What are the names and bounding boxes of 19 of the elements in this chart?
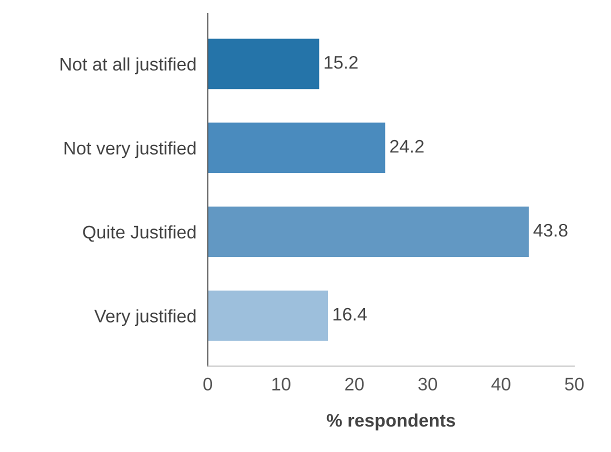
bar (208, 38, 320, 90)
x-tick-label: 20 (345, 378, 364, 390)
x-tick-label: 0 (203, 378, 212, 390)
x-tick-label: 50 (565, 378, 584, 390)
x-tick-label: 10 (272, 378, 290, 390)
y-tick-label: Quite Justified (83, 225, 196, 242)
data-label: 15.2 (324, 56, 358, 69)
data-label: 16.4 (334, 308, 367, 321)
bar (208, 290, 328, 341)
y-tick-label: Very justified (94, 309, 196, 326)
bar (208, 122, 386, 174)
data-label: 43.8 (533, 224, 568, 237)
y-tick-label: Not very justified (64, 141, 196, 158)
x-tick-label: 30 (418, 378, 438, 390)
x-axis-title: % respondents (326, 414, 456, 430)
data-label: 24.2 (390, 140, 424, 153)
bar (208, 206, 529, 257)
y-tick-label: Not at all justified (60, 57, 196, 74)
x-tick-label: 40 (491, 378, 510, 390)
